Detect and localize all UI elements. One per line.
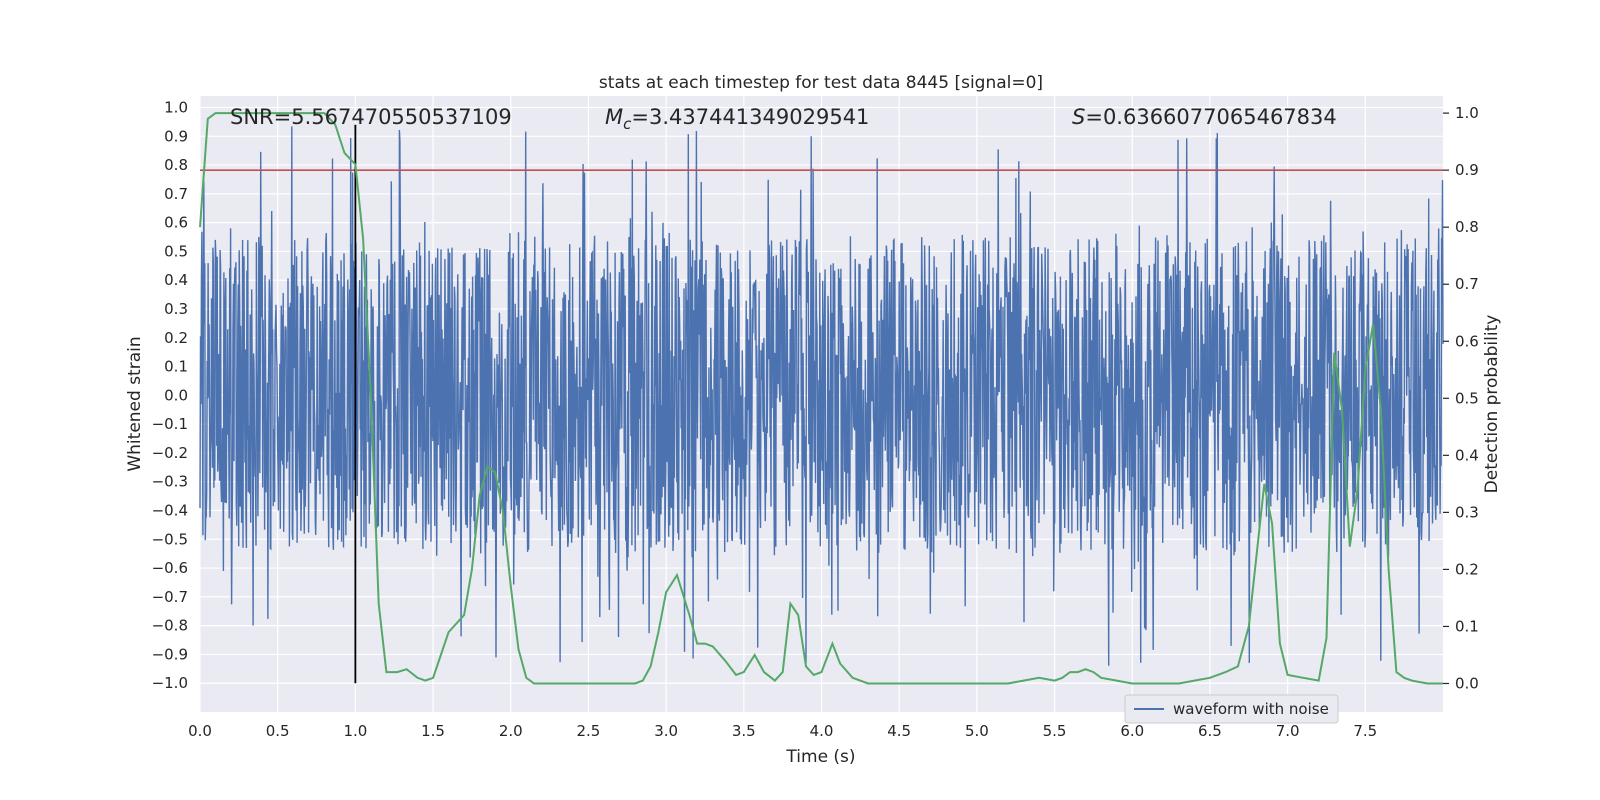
x-tick-label: 1.0 <box>343 722 367 740</box>
x-tick-label: 7.5 <box>1353 722 1377 740</box>
legend: waveform with noise <box>1124 694 1339 724</box>
right-y-tick-label: 0.3 <box>1455 503 1479 521</box>
right-y-tick-label: 0.8 <box>1455 218 1479 236</box>
right-y-tick-label: 0.2 <box>1455 560 1479 578</box>
overlay-layer <box>199 112 1443 685</box>
x-tick-label: 7.0 <box>1276 722 1300 740</box>
left-y-tick-label: −0.8 <box>152 617 188 635</box>
x-tick-label: 3.5 <box>732 722 756 740</box>
chirp-mass-annotation: Mc=3.437441349029541 <box>605 105 869 133</box>
left-y-tick-label: 0.5 <box>164 242 188 260</box>
x-tick-label: 1.5 <box>421 722 445 740</box>
chirp-mass-value: =3.437441349029541 <box>631 105 869 129</box>
right-y-tick-label: 1.0 <box>1455 104 1479 122</box>
score-value: =0.6366077065467834 <box>1085 105 1336 129</box>
left-y-tick-label: −0.7 <box>152 588 188 606</box>
right-y-tick-label: 0.1 <box>1455 617 1479 635</box>
chirp-mass-symbol: M <box>605 105 623 129</box>
left-y-tick-label: −0.4 <box>152 502 188 520</box>
legend-entry-waveform: waveform with noise <box>1173 700 1329 718</box>
left-y-tick-label: 0.4 <box>164 271 188 289</box>
x-tick-label: 2.0 <box>499 722 523 740</box>
left-y-axis-ticks: 1.0 0.9 0.8 0.7 0.6 0.5 0.4 0.3 0.2 0.1 0.0 −0.1 −0.… <box>152 99 188 693</box>
left-y-axis-label: Whitened strain <box>125 336 145 471</box>
left-y-tick-label: −1.0 <box>152 674 188 692</box>
right-y-tick-label: 0.9 <box>1455 161 1479 179</box>
x-tick-label: 6.5 <box>1198 722 1222 740</box>
right-y-axis-ticks: 1.0 0.9 0.8 0.7 0.6 0.5 0.4 0.3 0.2 0.1 0.0 <box>1443 104 1479 692</box>
x-tick-label: 2.5 <box>577 722 601 740</box>
left-y-tick-label: 0.1 <box>164 358 188 376</box>
left-y-tick-label: −0.2 <box>152 444 188 462</box>
right-y-tick-label: 0.4 <box>1455 446 1479 464</box>
left-y-tick-label: 0.3 <box>164 300 188 318</box>
score-symbol: S <box>1072 105 1085 129</box>
x-axis-label: Time (s) <box>785 747 855 767</box>
waveform-series <box>199 126 1444 666</box>
right-y-tick-label: 0.5 <box>1455 389 1479 407</box>
left-y-tick-label: −0.3 <box>152 473 188 491</box>
legend-box <box>1124 694 1339 724</box>
left-y-tick-label: 0.2 <box>164 329 188 347</box>
left-y-tick-label: 0.0 <box>164 386 188 404</box>
left-y-tick-label: −0.5 <box>152 530 188 548</box>
left-y-tick-label: 0.7 <box>164 185 188 203</box>
x-tick-label: 6.0 <box>1120 722 1144 740</box>
left-y-tick-label: 0.8 <box>164 156 188 174</box>
x-tick-label: 0.0 <box>188 722 212 740</box>
chirp-mass-subscript: c <box>623 115 632 133</box>
left-y-tick-label: −0.6 <box>152 559 188 577</box>
right-y-tick-label: 0.6 <box>1455 332 1479 350</box>
right-y-tick-label: 0.7 <box>1455 275 1479 293</box>
left-y-tick-label: 0.9 <box>164 127 188 145</box>
right-y-tick-label: 0.0 <box>1455 674 1479 692</box>
left-y-tick-label: −0.9 <box>152 645 188 663</box>
x-tick-label: 5.5 <box>1043 722 1067 740</box>
x-tick-label: 0.5 <box>266 722 290 740</box>
right-y-axis-label: Detection probability <box>1482 315 1502 494</box>
x-tick-label: 3.0 <box>654 722 678 740</box>
x-tick-label: 4.0 <box>810 722 834 740</box>
left-y-tick-label: 1.0 <box>164 99 188 117</box>
chart-title: stats at each timestep for test data 844… <box>599 73 1043 93</box>
snr-annotation: SNR=5.567470550537109 <box>230 105 512 129</box>
left-y-tick-label: 0.6 <box>164 214 188 232</box>
x-tick-label: 5.0 <box>965 722 989 740</box>
score-annotation: S=0.6366077065467834 <box>1072 105 1337 129</box>
detection-probability-line <box>199 112 1443 685</box>
x-axis-ticks: 0.0 0.5 1.0 1.5 2.0 2.5 3.0 3.5 4.0 4.5 5.0 5.5 6.0 6… <box>188 722 1377 740</box>
left-y-tick-label: −0.1 <box>152 415 188 433</box>
waveform-line <box>199 126 1444 666</box>
x-tick-label: 4.5 <box>887 722 911 740</box>
